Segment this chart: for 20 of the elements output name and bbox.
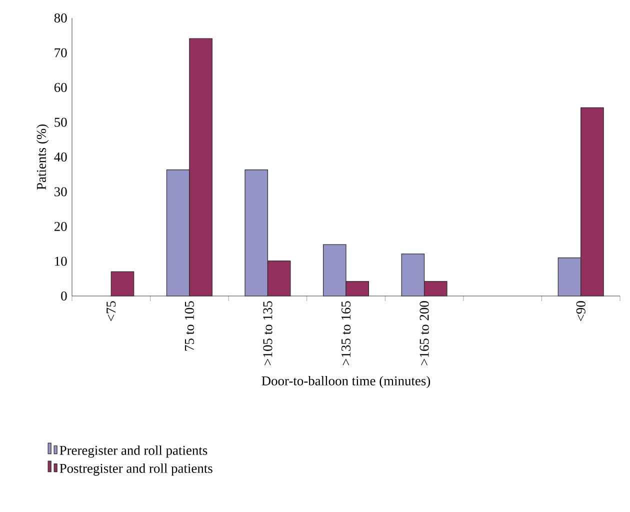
y-tick-label: 60 xyxy=(54,82,67,92)
y-tick-label: 50 xyxy=(54,118,67,127)
legend-label: Preregister and roll patients xyxy=(60,445,208,458)
y-tick-label: 20 xyxy=(54,222,67,232)
y-tick-label: 70 xyxy=(54,48,67,58)
bar xyxy=(110,271,134,296)
y-tick-label: 40 xyxy=(54,152,67,162)
legend-label: Postregister and roll patients xyxy=(60,463,212,476)
x-axis-title: Door-to-balloon time (minutes) xyxy=(262,376,430,388)
y-axis-title: Patients (%) xyxy=(36,124,49,190)
x-tick-label: 75 to 105 xyxy=(184,301,194,351)
y-tick-label: 0 xyxy=(61,291,67,301)
x-tick-label: >165 to 200 xyxy=(420,301,429,366)
x-tick-label: >135 to 165 xyxy=(341,301,351,366)
y-tick-label: 30 xyxy=(54,187,67,196)
y-tick-label: 10 xyxy=(55,256,67,266)
x-tick-label: >105 to 135 xyxy=(263,301,272,366)
y-tick-label: 80 xyxy=(54,13,67,23)
x-tick-label: <75 xyxy=(106,301,116,322)
x-tick-label: <90 xyxy=(576,301,586,322)
